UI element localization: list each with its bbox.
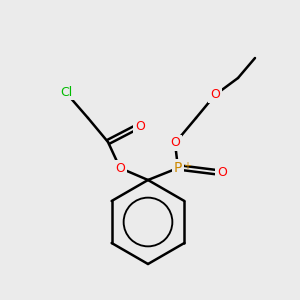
Text: O: O [115,161,125,175]
Text: O: O [135,119,145,133]
Text: O: O [217,166,227,178]
Text: O: O [210,88,220,101]
Text: P: P [174,161,182,175]
Text: Cl: Cl [60,85,72,98]
Text: O: O [170,136,180,149]
Text: +: + [183,161,191,171]
